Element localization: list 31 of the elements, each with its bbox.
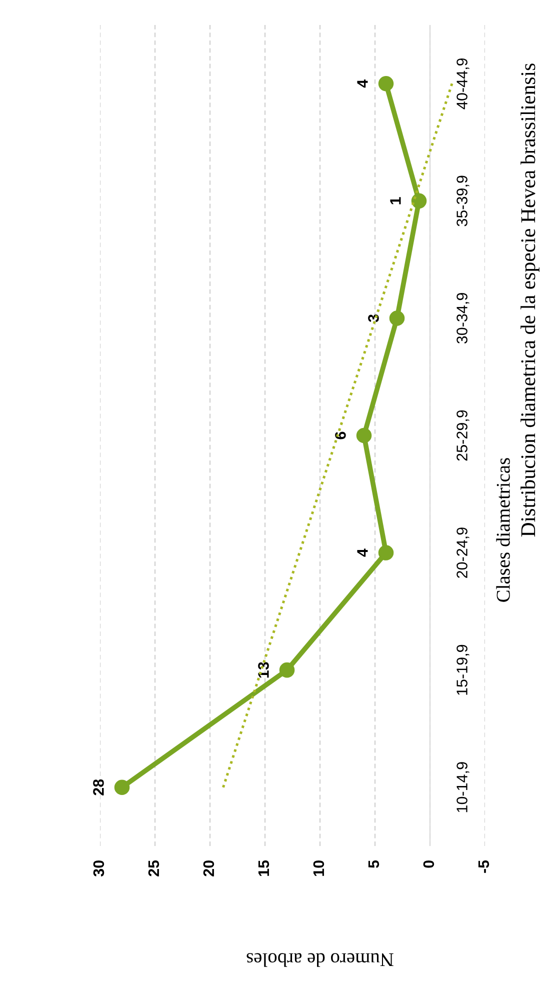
y-tick-label: 10-14,9: [456, 762, 470, 812]
x-tick-label: 30: [93, 860, 104, 877]
point: [378, 76, 394, 92]
data-label: 4: [357, 548, 368, 557]
x-tick-label: 25: [148, 860, 160, 876]
point: [279, 662, 295, 678]
y-tick-label: 20-24,9: [456, 528, 470, 578]
x-tick-label: -5: [478, 860, 490, 873]
data-label: 1: [390, 197, 401, 204]
x-tick-label: 10: [313, 860, 324, 876]
x-tick-label: 20: [203, 860, 214, 876]
y-tick-label: 30-34,9: [456, 293, 470, 344]
x-tick-label: 5: [368, 860, 380, 868]
y-tick-label: 25-29,9: [456, 410, 470, 461]
y-axis-title: Clases diametricas: [496, 458, 510, 602]
point: [356, 428, 372, 444]
y-tick-label: 15-19,9: [456, 644, 470, 695]
point: [411, 193, 427, 209]
y-tick-label: 40-44,9: [456, 58, 470, 110]
x-axis-title: Numero de arboles: [246, 953, 394, 967]
data-label: 4: [357, 79, 368, 88]
point: [114, 780, 130, 795]
text: Distribucion diametrica de la especie Hevea brassiliensis: [520, 64, 540, 537]
point: [378, 545, 394, 560]
x-tick-label: 15: [258, 860, 270, 876]
x-tick-label: 0: [423, 860, 434, 868]
data-label: 6: [335, 432, 346, 440]
point: [389, 310, 405, 326]
y-tick-label: 35-39,9: [456, 176, 470, 226]
data-label: 13: [258, 662, 269, 678]
data-label: 28: [93, 779, 104, 796]
